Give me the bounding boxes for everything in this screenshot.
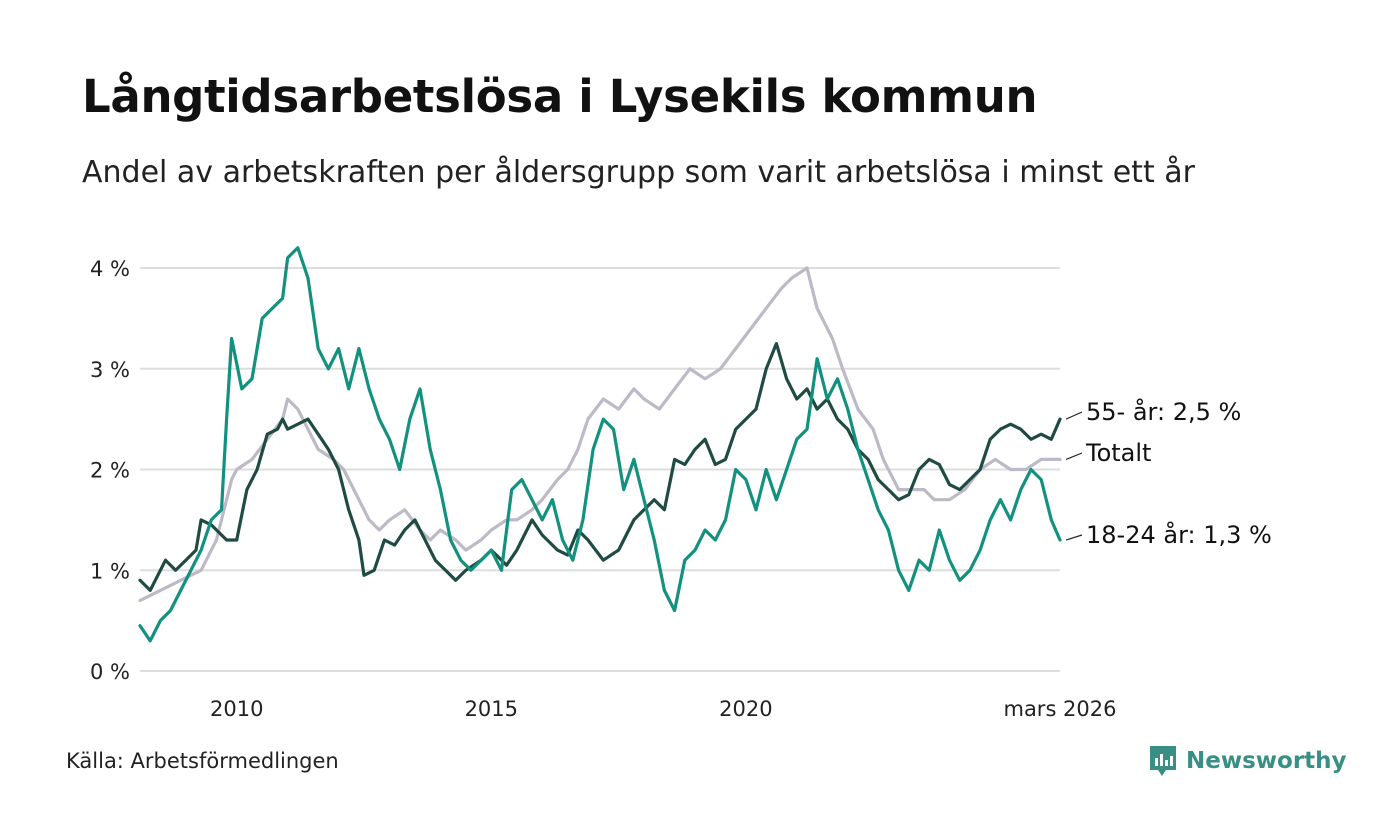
brand-logo: Newsworthy: [1148, 744, 1347, 778]
y-tick-label: 3 %: [90, 358, 130, 382]
end-label-total: Totalt: [1085, 439, 1151, 467]
series-end-labels: Totalt 55- år: 2,5 % 18-24 år: 1,3 %: [1065, 397, 1272, 549]
series-line-total: [138, 266, 1062, 603]
label-connector-youth: [1065, 534, 1083, 541]
y-tick-label: 4 %: [90, 257, 130, 281]
bar-chart-icon: [1150, 746, 1176, 776]
gridlines: [140, 267, 1060, 672]
brand-name: Newsworthy: [1186, 748, 1347, 774]
series-line-senior: [138, 342, 1062, 592]
y-axis-ticks: 0 % 1 % 2 % 3 % 4 %: [90, 257, 130, 684]
end-label-youth: 18-24 år: 1,3 %: [1086, 520, 1272, 549]
y-tick-label: 0 %: [90, 660, 130, 684]
series-lines: [138, 246, 1062, 643]
x-tick-label: 2020: [719, 697, 772, 721]
x-axis-ticks: 2010 2015 2020 mars 2026: [210, 697, 1117, 721]
x-tick-label: mars 2026: [1003, 697, 1116, 721]
series-line-youth: [138, 246, 1062, 643]
chart-title: Långtidsarbetslösa i Lysekils kommun: [82, 70, 1038, 123]
label-connector-senior: [1065, 411, 1083, 420]
y-tick-label: 2 %: [90, 459, 130, 483]
source-note: Källa: Arbetsförmedlingen: [66, 749, 339, 773]
x-tick-label: 2010: [210, 697, 263, 721]
x-tick-label: 2015: [465, 697, 518, 721]
label-connector-total: [1065, 452, 1083, 460]
end-label-senior: 55- år: 2,5 %: [1086, 397, 1241, 426]
chart-subtitle: Andel av arbetskraften per åldersgrupp s…: [82, 155, 1195, 190]
y-tick-label: 1 %: [90, 559, 130, 583]
